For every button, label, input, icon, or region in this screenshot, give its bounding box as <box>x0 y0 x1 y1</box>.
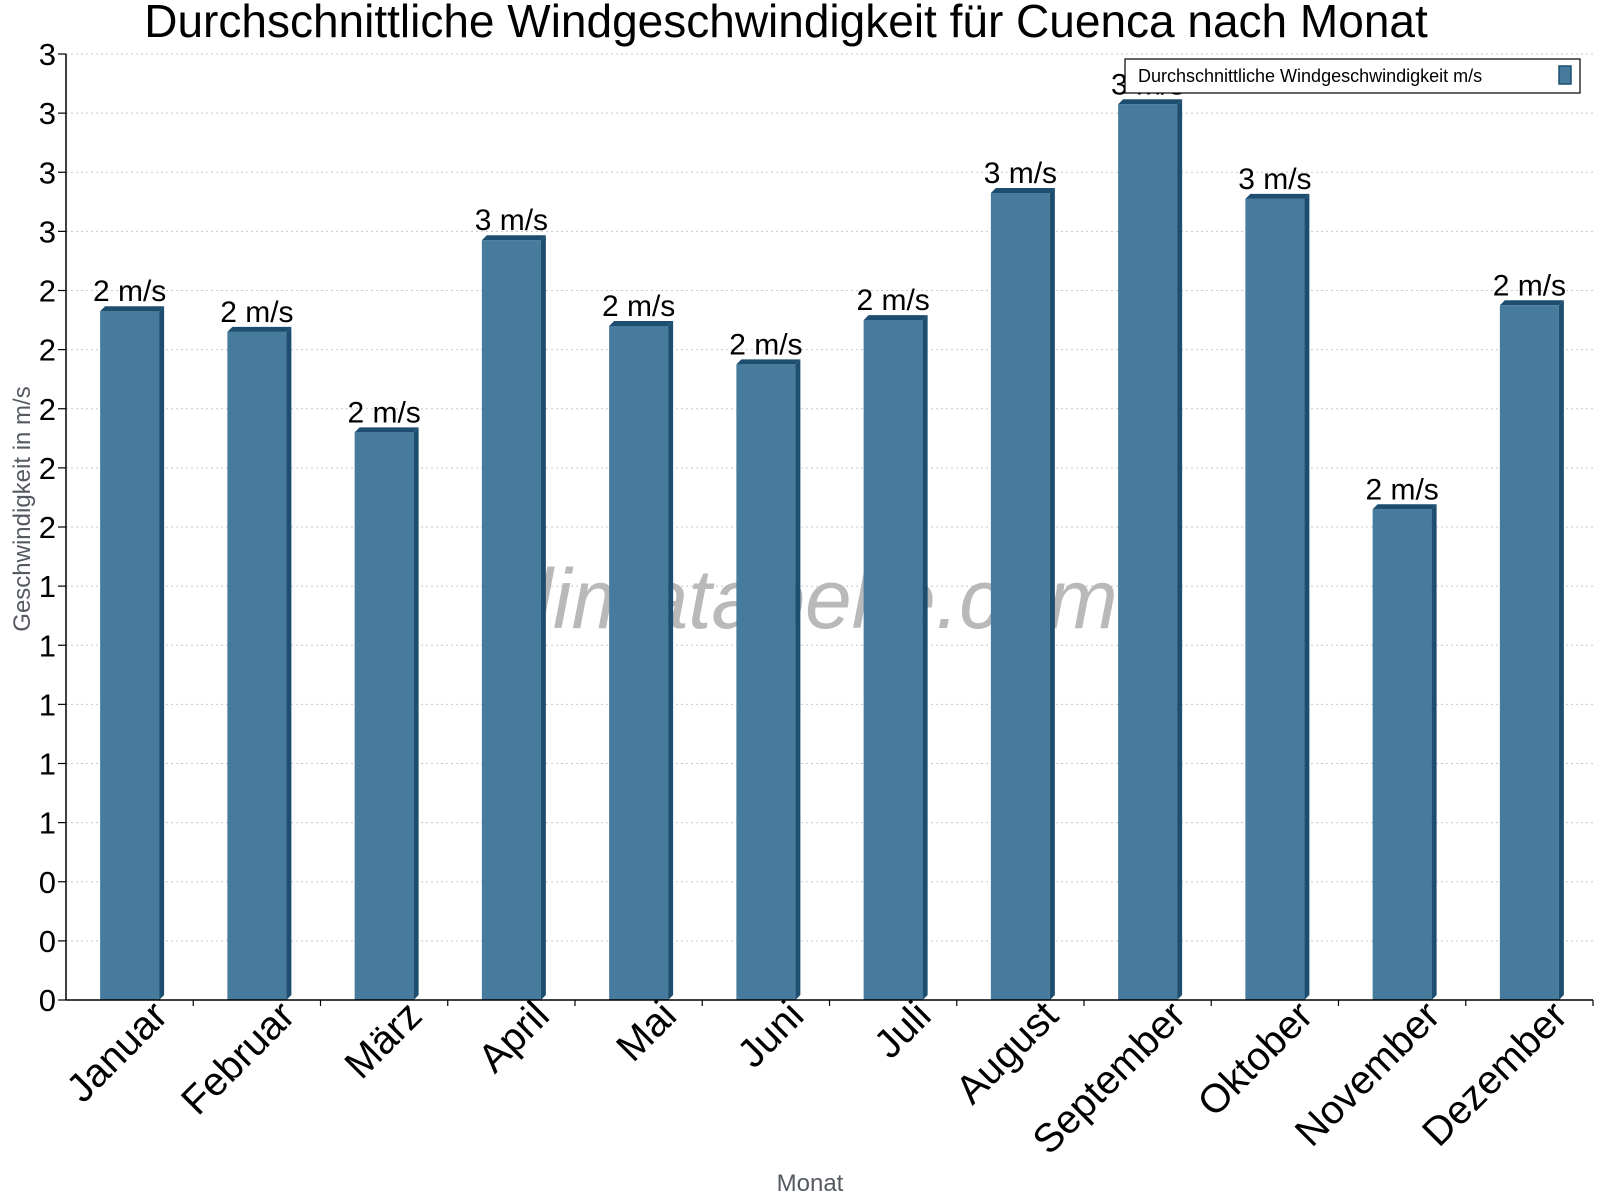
bar-face <box>227 331 287 1000</box>
bar-side <box>1558 300 1564 1000</box>
data-label: 2 m/s <box>1365 473 1438 506</box>
data-label: 3 m/s <box>475 204 548 237</box>
legend: Durchschnittliche Windgeschwindigkeit m/… <box>1124 58 1581 94</box>
bar-face <box>354 432 414 1000</box>
chart-title: Durchschnittliche Windgeschwindigkeit fü… <box>144 0 1428 47</box>
y-tick-label: 2 <box>39 392 56 427</box>
y-tick-label: 0 <box>39 983 56 1018</box>
data-label: 2 m/s <box>93 275 166 308</box>
data-label: 2 m/s <box>602 290 675 323</box>
bar-top <box>100 306 165 312</box>
bar-face <box>990 192 1050 1001</box>
bar-face <box>1245 198 1305 1000</box>
y-tick-label: 3 <box>39 96 56 131</box>
data-label: 2 m/s <box>1493 269 1566 302</box>
bar-top <box>354 427 419 433</box>
bar-side <box>286 326 292 1000</box>
bar-face <box>100 311 160 1001</box>
x-tick-label: Januar <box>58 993 176 1111</box>
bar-top <box>609 320 674 326</box>
data-label: 2 m/s <box>347 396 420 429</box>
bar-top <box>227 326 292 332</box>
bar <box>990 187 1055 1001</box>
y-tick-label: 1 <box>39 806 56 841</box>
bar <box>609 320 674 1001</box>
y-tick-label: 2 <box>39 333 56 368</box>
bar <box>481 235 546 1000</box>
bars-group <box>100 99 1564 1001</box>
y-tick-label: 3 <box>39 37 56 72</box>
x-tick-label: Juni <box>729 993 812 1076</box>
x-tick-label: März <box>337 993 431 1087</box>
y-tick-label: 1 <box>39 628 56 663</box>
bar-top <box>1118 99 1183 105</box>
y-axis-label: Geschwindigkeit in m/s <box>9 386 36 631</box>
x-tick-label: Oktober <box>1190 993 1322 1125</box>
y-tick-labels: 0 0 0 1 1 1 1 1 2 2 2 2 2 3 3 3 3 <box>39 37 56 1018</box>
bar <box>1372 504 1437 1000</box>
bar-side <box>540 235 546 1000</box>
bar <box>1245 193 1310 1000</box>
y-tick-label: 1 <box>39 569 56 604</box>
x-tick-label: Februar <box>173 993 303 1123</box>
bar-top <box>990 187 1055 193</box>
bar-face <box>863 320 923 1000</box>
bar-side <box>413 427 419 1000</box>
x-tick-label: August <box>948 993 1067 1112</box>
y-tick-label: 2 <box>39 451 56 486</box>
bar-top <box>863 315 928 321</box>
bar-top <box>736 359 801 365</box>
legend-box <box>1124 58 1581 94</box>
bar-face <box>1118 104 1178 1001</box>
data-label: 2 m/s <box>220 296 293 329</box>
x-axis-label: Monat <box>777 1170 844 1197</box>
bar-top <box>1372 504 1437 510</box>
legend-label: Durchschnittliche Windgeschwindigkeit m/… <box>1138 66 1482 86</box>
y-tick-label: 0 <box>39 924 56 959</box>
bar <box>354 427 419 1000</box>
bar-face <box>1372 509 1432 1000</box>
x-tick-label: Juli <box>866 993 940 1067</box>
x-tick-label: April <box>470 993 558 1081</box>
y-tick-label: 3 <box>39 155 56 190</box>
y-tick-label: 0 <box>39 865 56 900</box>
x-tick-label: Mai <box>608 993 685 1070</box>
data-label: 3 m/s <box>984 157 1057 190</box>
bar-face <box>609 325 669 1001</box>
bar-side <box>1431 504 1437 1000</box>
bar-side <box>1177 99 1183 1001</box>
data-labels: 2 m/s 2 m/s 2 m/s 3 m/s 2 m/s 2 m/s 2 m/s 3 m/s… <box>93 68 1566 506</box>
bar-side <box>1049 187 1055 1001</box>
bar <box>736 359 801 1000</box>
y-tick-label: 3 <box>39 214 56 249</box>
bar <box>1118 99 1183 1001</box>
bar-face <box>736 364 796 1000</box>
bar-side <box>159 306 165 1001</box>
y-tick-label: 2 <box>39 274 56 309</box>
data-label: 2 m/s <box>856 284 929 317</box>
data-label: 2 m/s <box>729 328 802 361</box>
bar-side <box>795 359 801 1000</box>
bar-face <box>481 240 541 1000</box>
bar-side <box>922 315 928 1000</box>
legend-swatch <box>1558 65 1572 85</box>
bar <box>227 326 292 1000</box>
bar-top <box>1245 193 1310 199</box>
grid-lines <box>66 53 1593 942</box>
bar <box>100 306 165 1001</box>
y-tick-label: 1 <box>39 687 56 722</box>
data-label: 3 m/s <box>1238 163 1311 196</box>
bar-side <box>1304 193 1310 1000</box>
y-tick-label: 2 <box>39 510 56 545</box>
bar <box>1499 300 1564 1000</box>
bar-top <box>481 235 546 241</box>
bar-side <box>668 320 674 1001</box>
y-tick-label: 1 <box>39 747 56 782</box>
bar-top <box>1499 300 1564 306</box>
axes <box>58 53 1594 1006</box>
bar-face <box>1499 305 1559 1000</box>
bar <box>863 315 928 1000</box>
